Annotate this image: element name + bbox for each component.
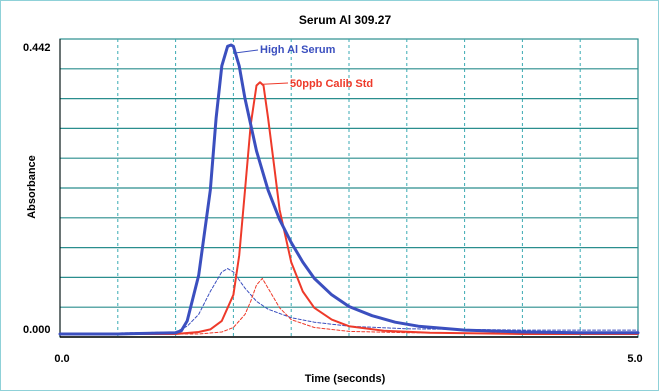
legend-label-calib-std: 50ppb Calib Std xyxy=(290,78,373,90)
x-tick-max: 5.0 xyxy=(627,353,642,365)
legend-connector-high-al-serum xyxy=(235,49,259,54)
series-line-high-al-serum xyxy=(58,43,640,336)
chart-title: Serum Al 309.27 xyxy=(299,13,392,27)
axes xyxy=(59,39,638,338)
series-line-blue-dashed xyxy=(59,268,639,335)
y-tick-max: 0.442 xyxy=(23,42,51,54)
legend: High Al Serum 50ppb Calib Std xyxy=(235,44,373,90)
series-line-calib-std xyxy=(59,81,639,335)
legend-label-high-al-serum: High Al Serum xyxy=(260,44,336,56)
series-group xyxy=(58,43,640,336)
y-axis-label: Absorbance xyxy=(26,155,38,219)
grid xyxy=(59,38,639,338)
series-line-red-dashed xyxy=(59,277,639,335)
x-tick-min: 0.0 xyxy=(54,353,69,365)
legend-connector-calib-std xyxy=(262,82,289,85)
y-tick-min: 0.000 xyxy=(23,324,51,336)
x-axis-label: Time (seconds) xyxy=(305,373,386,385)
